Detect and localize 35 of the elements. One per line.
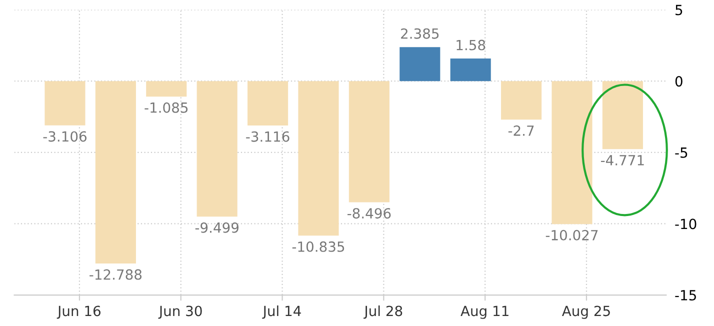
bar [400,47,440,82]
bar [450,58,491,82]
y-tick-label: -10 [675,218,696,230]
data-label: 2.385 [401,28,439,39]
data-label: -2.7 [508,125,534,136]
data-label: 1.58 [456,40,486,50]
data-label: -3.116 [246,131,290,142]
bar [146,81,187,97]
data-label: -10.027 [546,230,598,240]
bar [44,81,86,126]
x-tick-label: Jun 30 [158,306,202,319]
bar [348,81,390,202]
data-label: -8.496 [347,208,391,219]
bar [196,81,238,217]
y-tick-label: -15 [675,290,696,301]
data-label: -3.106 [43,131,86,142]
bar [501,81,542,120]
data-label: -9.499 [195,222,238,233]
data-label: -4.771 [600,155,644,166]
bar [602,81,643,150]
x-tick-label: Jul 14 [262,305,301,319]
bar [248,81,288,126]
y-tick-label: -5 [675,148,688,158]
data-label: -10.835 [292,241,344,252]
bar [552,81,592,224]
x-tick-label: Jul 28 [364,305,402,319]
bar [95,81,136,264]
x-tick-label: Aug 25 [562,306,610,319]
x-tick-label: Aug 11 [460,306,508,319]
bar [298,81,339,236]
data-label: -1.085 [144,102,188,113]
y-tick-label: 5 [676,4,682,16]
x-tick-label: Jun 16 [56,306,100,319]
data-label: -12.788 [90,269,142,280]
y-tick-label: 0 [675,76,682,87]
